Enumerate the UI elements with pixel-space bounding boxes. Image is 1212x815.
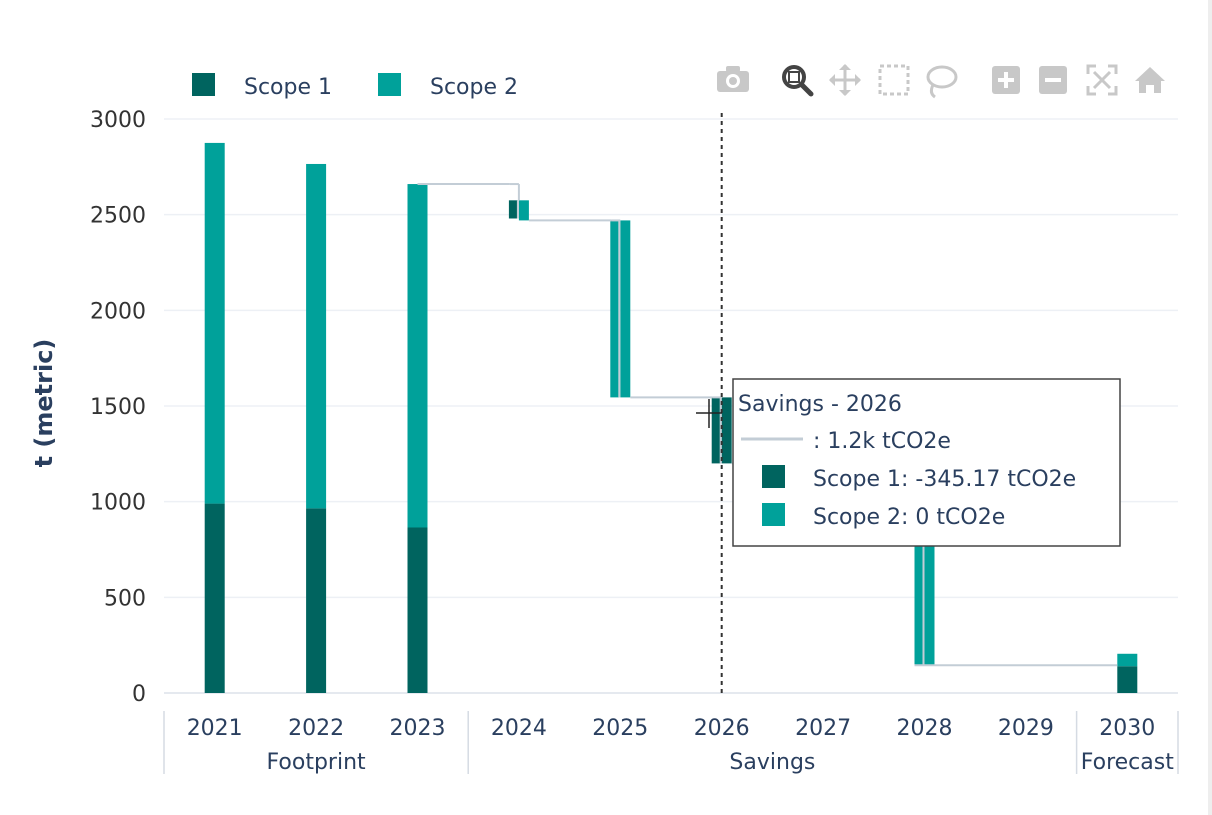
bar-step-2024[interactable]	[508, 200, 518, 219]
x-tick-label: 2024	[491, 716, 547, 741]
legend-label: Scope 1	[244, 75, 332, 100]
bar-scope2-2021[interactable]	[204, 142, 225, 504]
x-tick-label: 2030	[1099, 716, 1155, 741]
y-axis-title: t (metric)	[30, 339, 58, 468]
tooltip-swatch	[762, 503, 785, 526]
legend[interactable]: Scope 1 Scope 2	[192, 73, 518, 100]
legend-swatch	[378, 73, 401, 96]
zoom-out-icon[interactable]	[1039, 66, 1067, 94]
legend-swatch	[192, 73, 215, 96]
y-tick-label: 2500	[90, 204, 146, 229]
crosshair-cursor-icon	[696, 399, 722, 428]
x-tick-label: 2029	[998, 716, 1054, 741]
tooltip-row: : 1.2k tCO2e	[813, 429, 951, 454]
y-tick-label: 2000	[90, 299, 146, 324]
y-tick-label: 1000	[90, 491, 146, 516]
y-axis: 0 500 1000 1500 2000 2500 3000	[90, 108, 146, 707]
y-tick-label: 1500	[90, 395, 146, 420]
legend-item-1[interactable]: Scope 1	[192, 73, 332, 100]
modebar[interactable]	[717, 64, 1165, 99]
x-tick-label: 2021	[187, 716, 243, 741]
x-group-label: Footprint	[267, 750, 366, 775]
tooltip-title: Savings - 2026	[738, 392, 902, 417]
bar-step-2025[interactable]	[620, 220, 631, 398]
x-tick-label: 2022	[288, 716, 344, 741]
x-tick-label: 2028	[897, 716, 953, 741]
y-tick-label: 3000	[90, 108, 146, 133]
x-axis: 2021 2022 2023 2024 2025 2026 2027 2028 2029 2030…	[163, 711, 1179, 775]
legend-label: Scope 2	[430, 75, 518, 100]
bar-step-2026[interactable]	[721, 397, 732, 464]
bar-step-2028[interactable]	[924, 463, 935, 666]
pan-icon[interactable]	[829, 64, 861, 96]
bar-scope1-2023[interactable]	[407, 527, 428, 693]
hover-tooltip: Savings - 2026 : 1.2k tCO2e Scope 1: -345.…	[732, 378, 1121, 547]
bars[interactable]	[204, 142, 1138, 693]
bar-scope2-2022[interactable]	[306, 163, 327, 509]
box-select-icon[interactable]	[878, 64, 910, 96]
zoom-icon[interactable]	[782, 65, 814, 97]
bar-scope2-2030[interactable]	[1117, 653, 1138, 667]
tooltip-row: Scope 2: 0 tCO2e	[813, 505, 1005, 530]
autoscale-icon[interactable]	[1086, 64, 1118, 96]
bar-scope1-2021[interactable]	[204, 503, 225, 693]
bar-scope1-2022[interactable]	[306, 508, 327, 693]
x-tick-label: 2026	[694, 716, 750, 741]
tooltip-row: Scope 1: -345.17 tCO2e	[813, 467, 1076, 492]
bar-step-2024[interactable]	[518, 200, 529, 221]
reset-axes-icon[interactable]	[1135, 67, 1165, 93]
legend-item-2[interactable]: Scope 2	[378, 73, 518, 100]
bar-scope1-2030[interactable]	[1117, 666, 1138, 693]
tooltip-box	[732, 378, 1121, 547]
x-group-label: Savings	[729, 750, 815, 775]
bar-step-2028[interactable]	[914, 463, 924, 666]
x-tick-label: 2027	[795, 716, 851, 741]
x-group-label: Forecast	[1081, 750, 1174, 775]
zoom-in-icon[interactable]	[992, 66, 1020, 94]
lasso-select-icon[interactable]	[926, 65, 958, 99]
bar-scope2-2023[interactable]	[407, 184, 428, 528]
x-tick-label: 2025	[592, 716, 648, 741]
bar-step-2026[interactable]	[711, 397, 721, 464]
y-tick-label: 500	[104, 586, 146, 611]
page-edge	[1208, 0, 1212, 815]
x-tick-label: 2023	[390, 716, 446, 741]
camera-icon[interactable]	[717, 66, 749, 92]
bar-step-2025[interactable]	[610, 220, 620, 398]
grid	[164, 118, 1178, 694]
tooltip-swatch	[762, 465, 785, 488]
y-tick-label: 0	[132, 682, 146, 707]
